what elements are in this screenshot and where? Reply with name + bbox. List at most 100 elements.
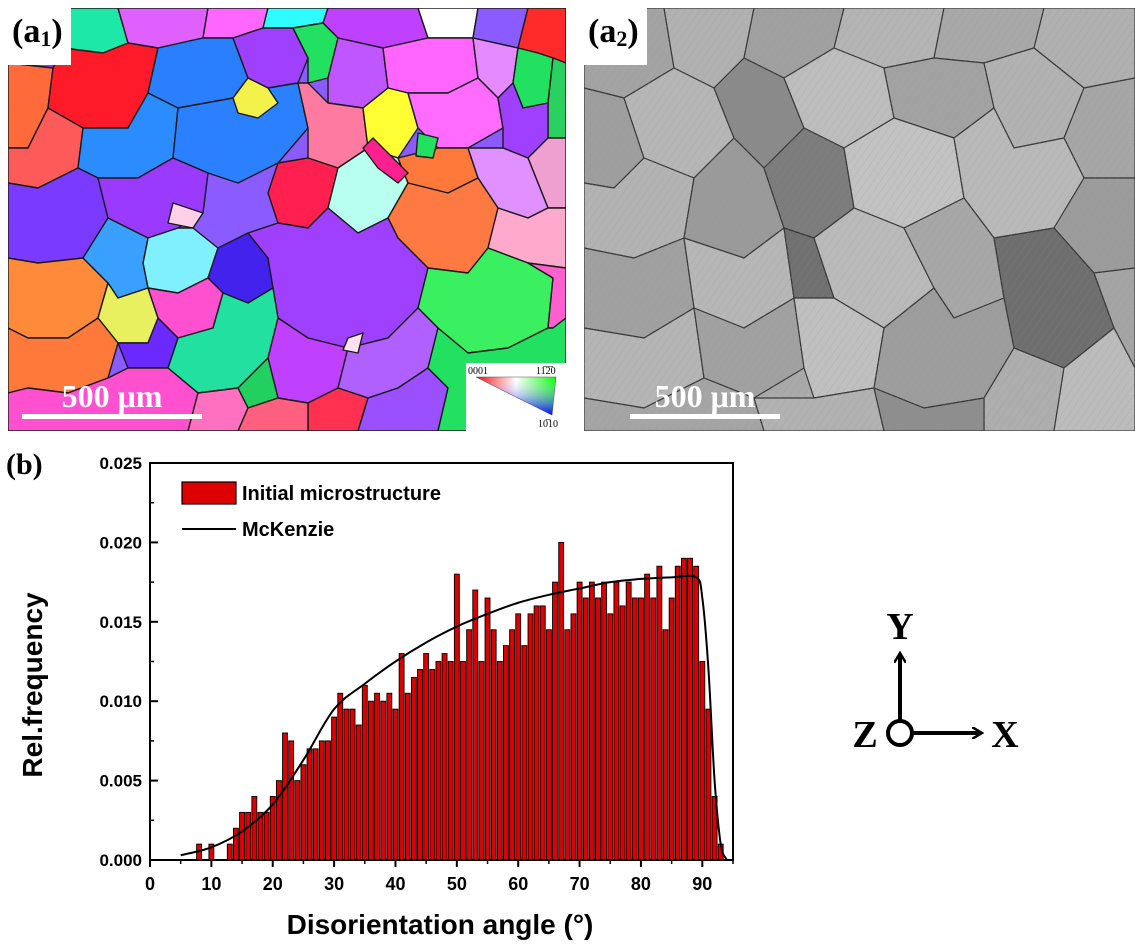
disorientation-histogram-chart: (b) 0.000 0.005 0.010 0.015 0.020 0.025 0 10 20… xyxy=(6,448,734,940)
histogram-bar xyxy=(662,629,669,861)
histogram-bar xyxy=(545,629,552,861)
histogram-bars xyxy=(196,541,724,861)
histogram-bar xyxy=(625,581,632,861)
panel-b-label: (b) xyxy=(6,448,43,481)
histogram-bar xyxy=(453,573,460,861)
x-axis-letter: X xyxy=(991,714,1018,756)
y-tick-label: 0.005 xyxy=(99,772,142,791)
histogram-bar xyxy=(656,565,663,861)
histogram-bar xyxy=(312,748,319,861)
x-axis-ticks: 0 10 20 30 40 50 60 70 80 90 xyxy=(145,860,734,894)
y-tick-label: 0.025 xyxy=(99,454,142,473)
histogram-bar xyxy=(226,843,233,861)
histogram-bar xyxy=(251,796,258,861)
histogram-bar xyxy=(257,811,264,861)
y-tick-label: 0.010 xyxy=(99,692,142,711)
histogram-bar xyxy=(576,581,583,861)
histogram-bar xyxy=(423,653,430,861)
panel-a1-label-end: ) xyxy=(51,13,63,50)
x-tick-label: 60 xyxy=(508,874,528,894)
panel-a1-scalebar: 500 μm xyxy=(22,380,202,419)
histogram-bar xyxy=(275,780,282,861)
histogram-bar xyxy=(503,645,509,861)
panel-a2-scalebar: 500 μm xyxy=(630,380,780,419)
histogram-bar xyxy=(539,605,546,861)
z-axis-letter: Z xyxy=(852,714,877,756)
histogram-bar xyxy=(208,843,215,861)
histogram-bar xyxy=(447,661,454,861)
histogram-bar xyxy=(466,629,473,861)
histogram-bar xyxy=(484,597,491,861)
histogram-bar xyxy=(619,605,626,861)
histogram-bar xyxy=(368,700,374,861)
panel-a2-label-sub: 2 xyxy=(616,26,628,51)
chart-legend: Initial microstructure McKenzie xyxy=(181,481,441,541)
histogram-bar xyxy=(441,653,448,861)
histogram-bar xyxy=(680,557,687,861)
legend-bar-swatch xyxy=(181,481,237,505)
histogram-bar xyxy=(232,827,239,861)
y-tick-label: 0.015 xyxy=(99,613,142,632)
histogram-bar xyxy=(650,597,657,861)
histogram-bar xyxy=(318,740,325,861)
x-tick-label: 50 xyxy=(447,874,467,894)
histogram-bar xyxy=(398,653,405,861)
histogram-bar xyxy=(288,740,295,861)
panel-a1-label-main: (a xyxy=(12,13,41,50)
histogram-bar xyxy=(410,676,417,861)
y-tick-label: 0.000 xyxy=(99,851,142,870)
histogram-bar xyxy=(361,684,368,861)
panel-a2-label: (a2) xyxy=(584,8,647,65)
histogram-bar xyxy=(693,565,700,861)
histogram-bar xyxy=(490,629,497,861)
x-axis-label: Disorientation angle (°) xyxy=(287,909,594,940)
y-axis-label: Rel.frequency xyxy=(17,592,48,778)
x-tick-label: 10 xyxy=(201,874,221,894)
histogram-bar xyxy=(478,661,485,861)
histogram-bar xyxy=(239,811,245,861)
histogram-bar xyxy=(527,613,534,861)
panel-a1-scalebar-line xyxy=(22,414,202,419)
histogram-bar xyxy=(355,724,362,861)
histogram-bar xyxy=(269,796,276,861)
panel-a2-scalebar-line xyxy=(630,414,780,419)
histogram-bar xyxy=(533,605,540,861)
histogram-bar xyxy=(386,692,393,861)
histogram-bar xyxy=(644,573,651,861)
histogram-bar xyxy=(552,581,558,861)
histogram-bar xyxy=(380,700,387,861)
panel-a2-label-end: ) xyxy=(627,13,639,50)
panel-a1-label-sub: 1 xyxy=(40,26,52,51)
histogram-bar xyxy=(460,661,466,861)
histogram-bar xyxy=(521,645,528,861)
histogram-bar xyxy=(404,692,411,861)
optical-micrograph-image xyxy=(584,8,1135,431)
histogram-bar xyxy=(564,629,571,861)
histogram-bar xyxy=(674,565,681,861)
histogram-bar xyxy=(705,708,712,861)
histogram-bar xyxy=(668,597,675,861)
histogram-bar xyxy=(595,597,601,861)
histogram-bar xyxy=(711,796,718,861)
z-axis-circle-icon xyxy=(886,719,914,747)
y-axis-ticks: 0.000 0.005 0.010 0.015 0.020 0.025 xyxy=(99,454,158,870)
x-tick-label: 90 xyxy=(692,874,712,894)
x-tick-label: 30 xyxy=(324,874,344,894)
histogram-bar xyxy=(343,708,350,861)
histogram-bar xyxy=(631,597,638,861)
mckenzie-curve xyxy=(180,574,728,861)
histogram-bar xyxy=(337,692,344,861)
x-tick-label: 80 xyxy=(631,874,651,894)
histogram-bar xyxy=(392,708,399,861)
histogram-bar xyxy=(300,764,307,861)
histogram-bar xyxy=(496,661,503,861)
histogram-bar xyxy=(245,811,252,861)
histogram-bar xyxy=(699,661,706,861)
histogram-bar xyxy=(601,581,608,861)
histogram-bar xyxy=(607,613,614,861)
panel-a1-label: (a1) xyxy=(8,8,71,65)
panel-a1-scalebar-text: 500 μm xyxy=(61,378,163,414)
optical-micrograph-panel: (a2) 500 μm xyxy=(584,8,1135,431)
histogram-bar xyxy=(687,557,693,861)
x-tick-label: 70 xyxy=(570,874,590,894)
